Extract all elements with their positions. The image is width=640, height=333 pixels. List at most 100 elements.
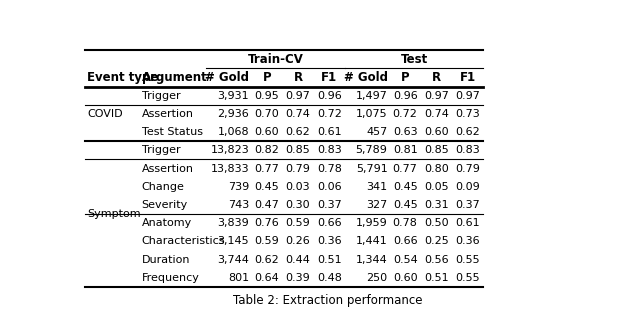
- Text: 0.59: 0.59: [285, 218, 310, 228]
- Text: 3,145: 3,145: [218, 236, 249, 246]
- Text: P: P: [262, 71, 271, 84]
- Text: 0.60: 0.60: [424, 127, 449, 137]
- Text: 1,497: 1,497: [356, 91, 388, 101]
- Text: 0.96: 0.96: [393, 91, 417, 101]
- Text: 0.70: 0.70: [254, 109, 279, 119]
- Text: 0.79: 0.79: [285, 164, 310, 173]
- Text: 0.80: 0.80: [424, 164, 449, 173]
- Text: 0.51: 0.51: [424, 273, 449, 283]
- Text: Frequency: Frequency: [141, 273, 200, 283]
- Text: 0.25: 0.25: [424, 236, 449, 246]
- Text: 0.45: 0.45: [393, 200, 417, 210]
- Text: F1: F1: [321, 71, 337, 84]
- Text: Anatomy: Anatomy: [141, 218, 192, 228]
- Text: 3,931: 3,931: [218, 91, 249, 101]
- Text: # Gold: # Gold: [344, 71, 388, 84]
- Text: 0.74: 0.74: [285, 109, 310, 119]
- Text: 3,744: 3,744: [217, 254, 249, 265]
- Text: 0.85: 0.85: [424, 145, 449, 156]
- Text: 0.37: 0.37: [317, 200, 342, 210]
- Text: 0.36: 0.36: [317, 236, 342, 246]
- Text: 0.61: 0.61: [317, 127, 342, 137]
- Text: R: R: [293, 71, 303, 84]
- Text: 0.26: 0.26: [285, 236, 310, 246]
- Text: 0.95: 0.95: [254, 91, 279, 101]
- Text: 0.60: 0.60: [393, 273, 417, 283]
- Text: 0.62: 0.62: [455, 127, 480, 137]
- Text: 0.81: 0.81: [393, 145, 417, 156]
- Text: 2,936: 2,936: [218, 109, 249, 119]
- Text: 0.47: 0.47: [254, 200, 279, 210]
- Text: 0.85: 0.85: [285, 145, 310, 156]
- Text: 0.66: 0.66: [393, 236, 417, 246]
- Text: R: R: [432, 71, 441, 84]
- Text: 0.55: 0.55: [455, 254, 480, 265]
- Text: 0.54: 0.54: [393, 254, 417, 265]
- Text: 1,068: 1,068: [218, 127, 249, 137]
- Text: 1,075: 1,075: [356, 109, 388, 119]
- Text: 0.06: 0.06: [317, 182, 342, 192]
- Text: Table 2: Extraction performance: Table 2: Extraction performance: [233, 294, 423, 307]
- Text: 0.37: 0.37: [455, 200, 480, 210]
- Text: 0.79: 0.79: [455, 164, 480, 173]
- Text: Trigger: Trigger: [141, 91, 180, 101]
- Text: 0.31: 0.31: [424, 200, 449, 210]
- Text: 457: 457: [366, 127, 388, 137]
- Text: 0.96: 0.96: [317, 91, 342, 101]
- Text: 327: 327: [366, 200, 388, 210]
- Text: 0.77: 0.77: [254, 164, 279, 173]
- Text: 1,441: 1,441: [356, 236, 388, 246]
- Text: 0.77: 0.77: [393, 164, 417, 173]
- Text: 341: 341: [366, 182, 388, 192]
- Text: 0.48: 0.48: [317, 273, 342, 283]
- Text: 0.73: 0.73: [455, 109, 480, 119]
- Text: 0.72: 0.72: [317, 109, 342, 119]
- Text: Argument: Argument: [141, 71, 207, 84]
- Text: 0.39: 0.39: [285, 273, 310, 283]
- Text: 743: 743: [228, 200, 249, 210]
- Text: 0.64: 0.64: [254, 273, 279, 283]
- Text: Severity: Severity: [141, 200, 188, 210]
- Text: 1,344: 1,344: [356, 254, 388, 265]
- Text: 0.74: 0.74: [424, 109, 449, 119]
- Text: # Gold: # Gold: [205, 71, 249, 84]
- Text: 801: 801: [228, 273, 249, 283]
- Text: 5,789: 5,789: [356, 145, 388, 156]
- Text: Assertion: Assertion: [141, 164, 193, 173]
- Text: 0.66: 0.66: [317, 218, 342, 228]
- Text: COVID: COVID: [87, 109, 123, 119]
- Text: 0.62: 0.62: [254, 254, 279, 265]
- Text: Test: Test: [401, 53, 428, 66]
- Text: 0.72: 0.72: [393, 109, 417, 119]
- Text: Assertion: Assertion: [141, 109, 193, 119]
- Text: 0.56: 0.56: [424, 254, 449, 265]
- Text: 5,791: 5,791: [356, 164, 388, 173]
- Text: Event type: Event type: [87, 71, 158, 84]
- Text: 0.30: 0.30: [285, 200, 310, 210]
- Text: 0.45: 0.45: [393, 182, 417, 192]
- Text: 250: 250: [366, 273, 388, 283]
- Text: 0.83: 0.83: [455, 145, 480, 156]
- Text: 1,959: 1,959: [356, 218, 388, 228]
- Text: Change: Change: [141, 182, 184, 192]
- Text: 3,839: 3,839: [218, 218, 249, 228]
- Text: 0.44: 0.44: [285, 254, 310, 265]
- Text: 13,823: 13,823: [211, 145, 249, 156]
- Text: Train-CV: Train-CV: [248, 53, 303, 66]
- Text: 0.76: 0.76: [254, 218, 279, 228]
- Text: 0.09: 0.09: [455, 182, 480, 192]
- Text: Characteristics: Characteristics: [141, 236, 225, 246]
- Text: 13,833: 13,833: [211, 164, 249, 173]
- Text: Duration: Duration: [141, 254, 190, 265]
- Text: 0.51: 0.51: [317, 254, 342, 265]
- Text: 0.50: 0.50: [424, 218, 449, 228]
- Text: 0.03: 0.03: [285, 182, 310, 192]
- Text: F1: F1: [460, 71, 476, 84]
- Text: 0.97: 0.97: [285, 91, 310, 101]
- Text: P: P: [401, 71, 410, 84]
- Text: 0.36: 0.36: [455, 236, 480, 246]
- Text: 0.59: 0.59: [254, 236, 279, 246]
- Text: 0.83: 0.83: [317, 145, 342, 156]
- Text: 0.63: 0.63: [393, 127, 417, 137]
- Text: 0.60: 0.60: [255, 127, 279, 137]
